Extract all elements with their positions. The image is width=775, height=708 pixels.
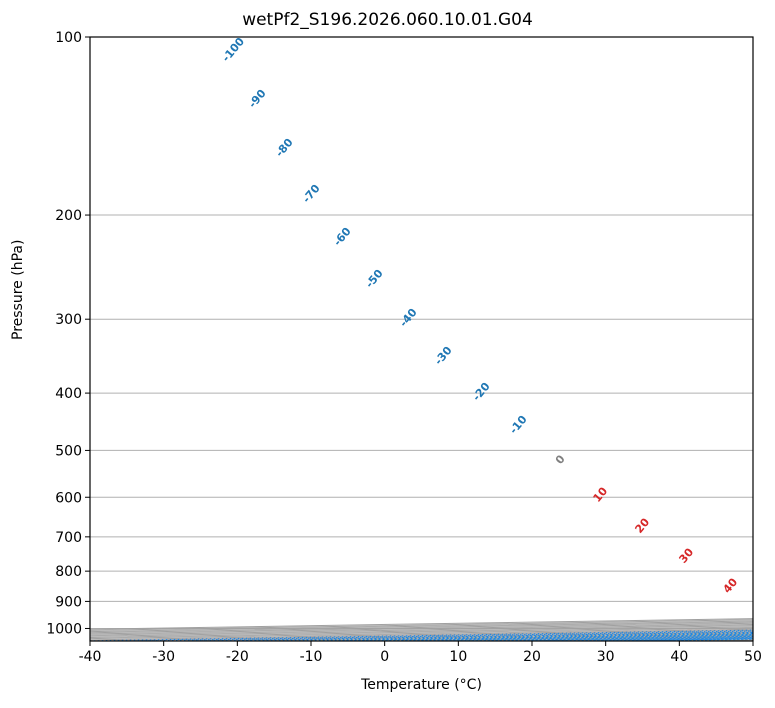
x-tick-label: 50 (744, 649, 762, 665)
dry-adiabat-label: -100 (219, 35, 247, 65)
dry-adiabat (263, 632, 753, 641)
y-tick-label: 900 (55, 594, 82, 610)
isotherm-gridline (90, 628, 753, 641)
mixing-ratio-line (131, 630, 753, 641)
y-tick-label: 100 (55, 30, 82, 46)
mixing-ratio-line (645, 638, 753, 641)
isotherm-gridline (90, 626, 753, 638)
isotherm-gridline (458, 635, 753, 641)
y-tick-label: 200 (55, 208, 82, 224)
y-tick-label: 500 (55, 443, 82, 459)
dry-adiabat-label: 10 (590, 484, 610, 504)
dry-adiabat-label: 40 (720, 575, 740, 595)
isotherm-gridline (90, 625, 753, 637)
dry-adiabat-label: 30 (676, 545, 696, 565)
mixing-ratio-line (299, 633, 753, 641)
isotherm-gridline (90, 627, 753, 640)
dry-adiabat (636, 638, 753, 641)
isotherm-gridline (90, 623, 753, 636)
mixing-ratio-line (326, 633, 753, 641)
mixing-ratio-line (522, 636, 753, 641)
moist-adiabat (495, 636, 753, 641)
y-tick-label: 800 (55, 564, 82, 580)
isotherm-gridline (90, 621, 753, 634)
dry-adiabat-label: 0 (553, 452, 568, 466)
y-tick-label: 600 (55, 490, 82, 506)
dry-adiabat-label: -10 (507, 413, 530, 437)
mixing-ratio-line (599, 637, 753, 641)
x-tick-label: 0 (380, 649, 389, 665)
mixing-ratio-line (90, 629, 753, 641)
isotherm-gridline (90, 619, 753, 631)
dry-adiabat-label: -80 (273, 136, 296, 160)
chart-title: wetPf2_S196.2026.060.10.01.G04 (242, 10, 533, 30)
x-axis-label: Temperature (°C) (361, 677, 482, 693)
dry-adiabat (338, 633, 753, 641)
mixing-ratio-line (492, 636, 753, 641)
dry-adiabat (90, 628, 753, 641)
y-tick-label: 1000 (46, 621, 82, 637)
moist-adiabat (642, 638, 753, 641)
dry-adiabat (562, 637, 753, 641)
mixing-ratio-line (365, 634, 753, 641)
isotherm-gridline (384, 634, 753, 641)
moist-adiabat (568, 637, 753, 641)
dry-adiabat (412, 634, 753, 641)
y-tick-label: 700 (55, 530, 82, 546)
y-tick-label: 300 (55, 312, 82, 328)
dry-adiabat-label: -70 (300, 182, 323, 206)
moist-adiabat (384, 634, 753, 641)
mixing-ratio-line (467, 635, 753, 641)
mixing-ratio-line (394, 634, 753, 641)
mixing-ratio-line (262, 632, 753, 641)
isotherm-gridline (90, 620, 753, 633)
moist-adiabat (458, 635, 753, 641)
isotherm-gridline (90, 622, 753, 635)
x-tick-label: -20 (226, 649, 249, 665)
isotherm-gridline (310, 633, 753, 641)
plot-frame (89, 36, 754, 642)
isotherm-gridline (531, 636, 753, 641)
y-axis-label: Pressure (hPa) (10, 239, 26, 340)
dry-adiabat-label: -30 (432, 344, 455, 368)
mixing-ratio-line (218, 631, 753, 641)
mixing-ratio-line (436, 635, 753, 641)
mixing-ratio-line (546, 637, 753, 641)
x-tick-label: 10 (449, 649, 467, 665)
isotherm-gridline (679, 639, 753, 641)
x-tick-label: -40 (79, 649, 102, 665)
isotherm-gridline (237, 632, 753, 641)
x-tick-label: -30 (152, 649, 175, 665)
x-tick-label: 40 (670, 649, 688, 665)
moist-adiabat (347, 633, 753, 641)
plot-area: 0.10.20.40.611.52346810131620253036-100-… (90, 35, 753, 641)
mixing-ratio-line (185, 631, 753, 641)
mixing-ratio-line (622, 638, 753, 641)
moist-adiabat (310, 633, 753, 641)
dry-adiabat (487, 636, 753, 641)
moist-adiabat (421, 635, 753, 641)
dry-adiabat (114, 629, 753, 641)
isotherm-gridline (752, 640, 753, 641)
moist-adiabat (274, 632, 753, 641)
y-tick-label: 400 (55, 386, 82, 402)
dry-adiabat-label: -50 (363, 267, 386, 291)
moist-adiabat (237, 632, 753, 641)
x-tick-label: -10 (300, 649, 323, 665)
dry-adiabat-label: 20 (632, 515, 652, 535)
isotherm-gridline (90, 618, 753, 630)
dry-adiabat-label: -40 (397, 306, 420, 330)
dry-adiabat-label: -20 (470, 380, 493, 404)
x-tick-label: 20 (523, 649, 541, 665)
mixing-ratio-line (572, 637, 753, 641)
moist-adiabat (531, 636, 753, 641)
moist-adiabat (679, 639, 753, 641)
dry-adiabat-label: -60 (331, 225, 354, 249)
dry-adiabat-label: -90 (246, 87, 269, 111)
x-tick-label: 30 (597, 649, 615, 665)
isotherm-gridline (90, 629, 753, 641)
dry-adiabat (711, 639, 753, 641)
